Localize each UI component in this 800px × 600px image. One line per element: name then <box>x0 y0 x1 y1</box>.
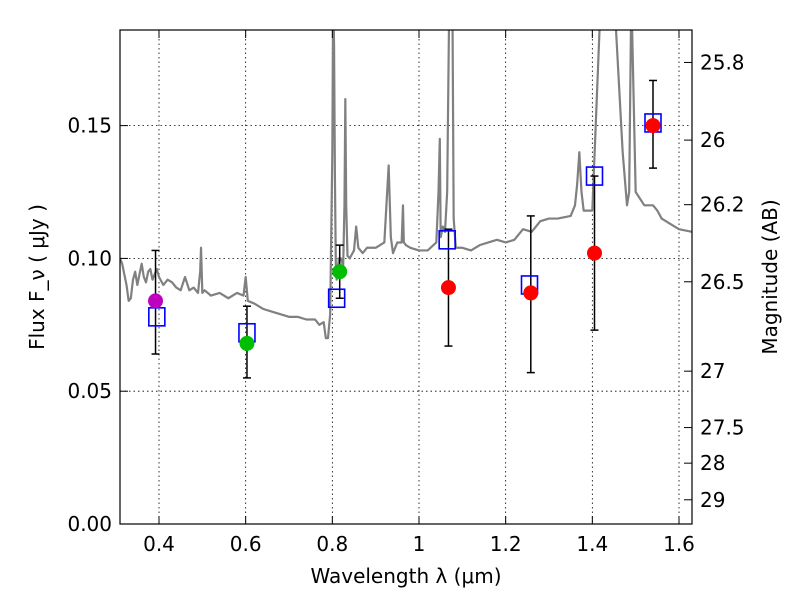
model-square-marker <box>327 288 346 309</box>
spectrum-layer <box>120 30 692 340</box>
observed-point-layer <box>148 118 661 351</box>
y-axis-label: Flux F_ν ( μJy ) <box>25 204 49 350</box>
y-tick-label: 0.05 <box>67 379 112 403</box>
model-square-layer <box>148 113 662 343</box>
observed-point-marker <box>239 335 255 351</box>
model-square-marker <box>585 166 604 186</box>
observed-point-marker <box>523 285 539 301</box>
right-tick-label: 26.2 <box>700 193 745 217</box>
x-tick-label: 0.4 <box>143 532 175 556</box>
y-tick-label: 0.00 <box>67 512 112 536</box>
right-tick-label: 25.8 <box>700 50 745 74</box>
x-tick-label: 0.8 <box>316 532 348 556</box>
y-tick-label: 0.10 <box>67 246 112 270</box>
spectrum-line <box>120 30 692 340</box>
model-square-marker <box>438 230 456 250</box>
right-tick-label: 26.5 <box>700 270 745 294</box>
x-tick-label: 1.2 <box>490 532 522 556</box>
right-tick-label: 27.5 <box>700 416 745 440</box>
x-tick-label: 1.4 <box>576 532 608 556</box>
model-square-marker <box>148 307 166 327</box>
observed-point-marker <box>587 245 602 261</box>
right-tick-label: 26 <box>700 128 725 152</box>
axis-ticks: 0.4 0.6 0.8 1 1.2 1.4 1.6 0.00 0.05 0.10 0.15 25.8 2… <box>67 30 745 556</box>
observed-point-marker <box>148 293 164 309</box>
y-tick-label: 0.15 <box>67 114 112 138</box>
right-tick-label: 29 <box>700 488 725 512</box>
observed-point-marker <box>645 118 661 134</box>
right-tick-label: 27 <box>700 359 725 383</box>
observed-point-marker <box>440 280 456 296</box>
x-tick-label: 1.6 <box>663 532 695 556</box>
observed-point-marker <box>332 264 348 280</box>
grid <box>120 30 692 524</box>
plot-frame <box>119 29 693 525</box>
right-tick-label: 28 <box>700 451 725 475</box>
x-axis-label: Wavelength λ (μm) <box>310 564 501 588</box>
right-axis-label: Magnitude (AB) <box>758 199 782 354</box>
x-tick-label: 0.6 <box>230 532 262 556</box>
x-tick-label: 1 <box>413 532 426 556</box>
